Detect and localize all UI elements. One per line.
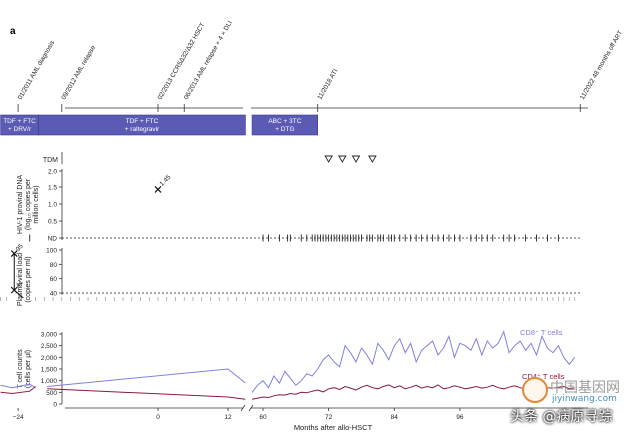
tc-y-tick-label: 2,000: [41, 355, 58, 362]
tdm-marker: [338, 155, 347, 163]
dna-y-label: (log₁₀ copies per: [25, 178, 32, 230]
x-tick-label: −24: [13, 414, 24, 421]
tc-y-tick-label: 1,000: [41, 378, 58, 385]
event-label: 01/2011 AML diagnosis: [17, 39, 57, 101]
art-regimen-label: + DTG: [275, 126, 294, 133]
cd8-series-label: CD8⁺ T cells: [520, 328, 563, 337]
x-tick-label: 0: [156, 414, 160, 421]
cd4-series-line: [47, 388, 246, 400]
dna-y-label: HIV-1 proviral DNA: [17, 175, 24, 234]
tc-y-tick-label: 500: [46, 390, 57, 397]
art-regimen-bar: [251, 114, 318, 136]
event-label: 06/2013 AML relapse + 4 × DLI: [183, 20, 234, 101]
dna-y-tick-label: 1.0: [48, 202, 57, 209]
event-timeline: 01/2011 AML diagnosis 09/2012 AML relapse…: [17, 20, 624, 112]
dna-point-label: 1.45: [158, 174, 172, 188]
cd8-series-line: [0, 383, 36, 389]
cd8-series-line: [47, 368, 246, 387]
viral-load-panel: 40 60 80 100 Plasma viral load (copies per ml…: [0, 243, 582, 306]
watermark-logo-icon: [522, 377, 548, 403]
vl-y-tick-label: 100: [46, 248, 57, 255]
x-tick-label: 96: [456, 414, 464, 421]
watermark-site-url: jiyinwang.com: [552, 394, 617, 404]
tc-y-tick-label: 2,500: [41, 343, 58, 350]
vl-y-label: Plasma viral load: [17, 253, 24, 306]
cd4-series-line: [0, 386, 36, 395]
x-axis-break: [240, 404, 254, 412]
x-axis-label: Months after allo-HSCT: [294, 423, 373, 432]
dna-y-tick-label: 1.5: [48, 185, 57, 192]
tdm-row: TDM: [43, 152, 377, 164]
vl-y-label: (copies per ml): [25, 256, 32, 302]
cd4-series-label: CD4⁺ T cells: [522, 372, 565, 381]
x-axis: −24 0 12 60 72 84 96 Months after allo-HSCT: [13, 404, 588, 432]
proviral-dna-panel: ND 0.5 1.0 1.5 2.0 HIV-1 proviral DNA (log₁₀ c…: [17, 169, 582, 243]
art-regimen-label: + DRV/r: [8, 126, 32, 133]
vl-point-label: 44: [15, 279, 25, 289]
dna-y-tick-label: 0.5: [48, 219, 57, 226]
tdm-label: TDM: [43, 157, 58, 164]
tdm-marker: [324, 155, 333, 163]
tdm-marker: [351, 155, 361, 163]
tc-y-tick-label: 3,000: [41, 332, 58, 339]
tc-y-tick-label: 1,500: [41, 367, 58, 374]
t-cell-panel: 0 500 1,000 1,500 2,000 2,500 3,000 T cell coun…: [0, 328, 576, 409]
dna-point: [154, 186, 162, 193]
dna-y-tick-label: ND: [48, 236, 58, 243]
tdm-marker: [368, 155, 377, 163]
event-label: 11/2022 48 months off ART: [579, 30, 624, 101]
tc-y-tick-label: 0: [53, 402, 57, 409]
vl-y-tick-label: 60: [50, 276, 58, 283]
x-tick-label: 60: [259, 414, 267, 421]
watermark-site: 中国基因网 jiyinwang.com: [522, 377, 634, 407]
tc-y-label: (cells per μl): [25, 350, 32, 388]
cd4-series-line: [252, 384, 575, 400]
x-tick-label: 72: [325, 414, 333, 421]
event-label: 09/2012 AML relapse: [60, 44, 97, 101]
art-regimen-label: ABC + 3TC: [268, 118, 301, 125]
tc-y-label: T cell counts: [17, 349, 24, 389]
vl-point: [10, 250, 18, 258]
dna-y-label: million cells): [33, 185, 40, 223]
art-regimen-bar: [38, 114, 246, 136]
vl-y-tick-label: 40: [50, 291, 58, 298]
art-regimen-label: TDF + FTC: [126, 118, 159, 125]
event-label: 02/2013 CCR5Δ32/Δ32 HSCT: [157, 22, 207, 101]
panel-label: a: [10, 26, 16, 37]
vl-y-tick-label: 80: [50, 262, 58, 269]
x-tick-label: 84: [391, 414, 399, 421]
art-regimen-label: + raltegravir: [125, 126, 160, 133]
event-label: 11/2018 ATI: [316, 68, 339, 101]
dna-y-tick-label: 2.0: [48, 169, 57, 176]
watermark-site-name: 中国基因网: [550, 380, 620, 396]
cd8-series-line: [251, 330, 576, 393]
watermark-account: 头条 @病原寻踪: [510, 409, 613, 425]
x-tick-label: 12: [224, 414, 232, 421]
vl-point-label: 95: [15, 243, 25, 253]
vl-point: [10, 286, 18, 294]
art-regimen-label: TDF + FTC: [3, 118, 36, 125]
